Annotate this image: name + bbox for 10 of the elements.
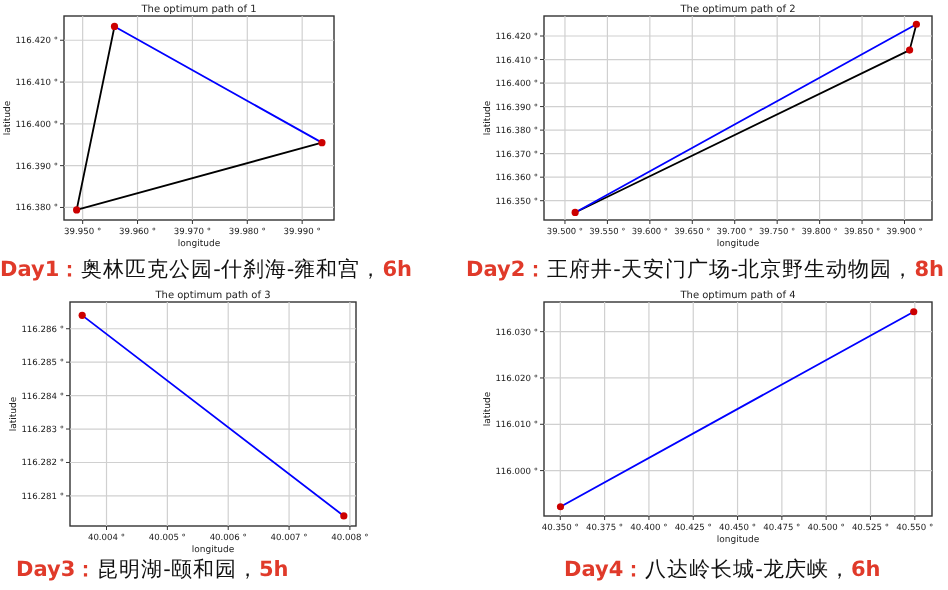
point [912,20,920,28]
point [905,46,914,54]
point [571,208,579,217]
point [110,22,119,31]
text: Day1：奥林匹克公园-什刹海-雍和宫，6h [0,256,412,282]
text: Day2：王府井-天安门广场-北京野生动物园，8h [466,256,944,282]
point [318,139,326,147]
text: Day4：八达岭长城-龙庆峡，6h [564,556,881,582]
point [73,206,81,214]
text: Day3：昆明湖-颐和园，5h [16,556,289,582]
